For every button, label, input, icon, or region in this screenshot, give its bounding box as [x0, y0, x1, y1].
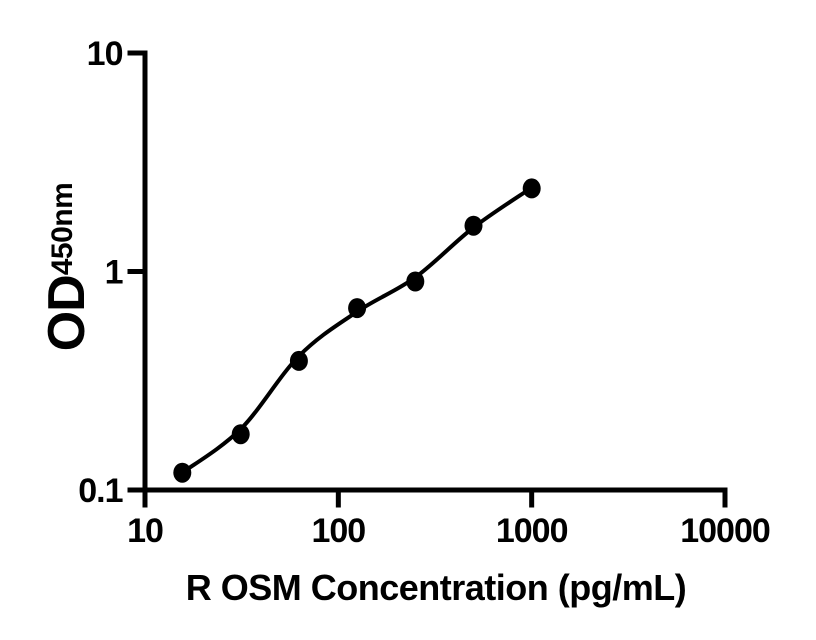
x-tick-label: 10	[127, 512, 163, 550]
y-tick-label: 0.1	[78, 472, 122, 510]
y-axis-title-sub: 450nm	[46, 183, 79, 276]
x-tick-label: 10000	[680, 512, 770, 550]
x-tick-label: 1000	[496, 512, 568, 550]
y-tick-label: 10	[87, 35, 123, 73]
data-point	[348, 298, 367, 319]
data-point	[173, 462, 192, 483]
data-point	[289, 350, 308, 371]
series-layer	[173, 178, 541, 483]
data-point	[522, 178, 541, 199]
x-tick-label: 100	[311, 512, 365, 550]
data-point	[231, 424, 250, 445]
y-tick-label: 1	[105, 254, 123, 292]
data-point	[406, 271, 425, 292]
y-axis-title: OD450nm	[38, 183, 96, 352]
data-point	[464, 215, 483, 236]
y-axis-title-main: OD	[38, 275, 96, 351]
x-axis-title: R OSM Concentration (pg/mL)	[186, 567, 686, 608]
